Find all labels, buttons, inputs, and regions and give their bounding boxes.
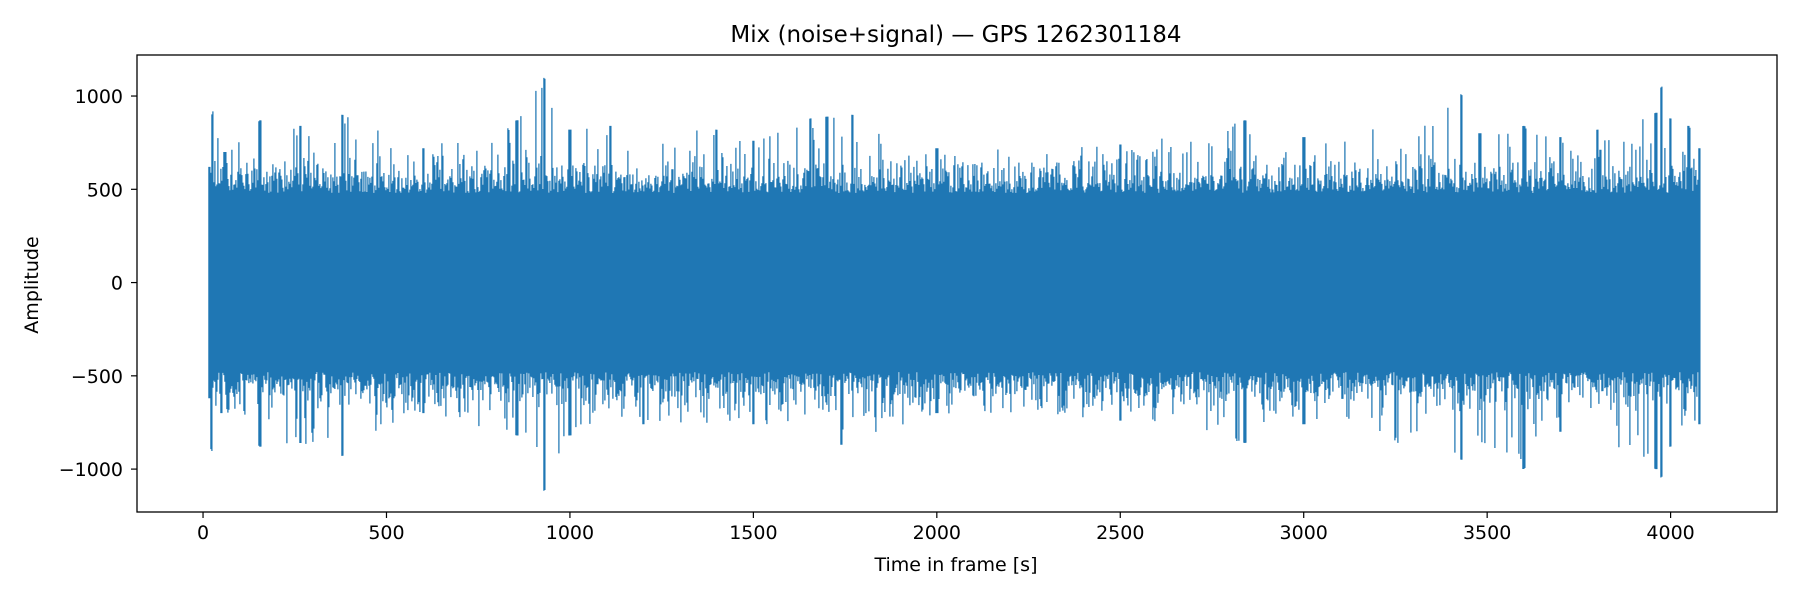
series-line-0 [208,77,1701,491]
plot-frame [136,54,1778,513]
x-tick-label: 500 [368,522,404,544]
x-tick-label: 3000 [1280,522,1328,544]
plot-area [208,77,1701,491]
y-tick-label: −500 [71,366,123,388]
x-tick-label: 1000 [546,522,594,544]
chart-title: Mix (noise+signal) — GPS 1262301184 [730,22,1181,48]
x-tick-label: 1500 [729,522,777,544]
y-axis: −1000 −500 0 500 1000 [59,86,137,481]
y-axis-label: Amplitude [21,236,43,333]
y-tick-label: 0 [111,273,123,295]
y-tick-label: 500 [87,179,123,201]
x-tick-label: 2500 [1096,522,1144,544]
x-tick-label: 2000 [913,522,961,544]
y-tick-label: −1000 [59,459,123,481]
x-axis-label: Time in frame [s] [873,554,1037,576]
x-tick-label: 3500 [1463,522,1511,544]
y-tick-label: 1000 [75,86,123,108]
x-tick-label: 4000 [1646,522,1694,544]
x-tick-label: 0 [197,522,209,544]
x-axis: 0 500 1000 1500 2000 2500 3000 3500 4000 [197,512,1695,544]
